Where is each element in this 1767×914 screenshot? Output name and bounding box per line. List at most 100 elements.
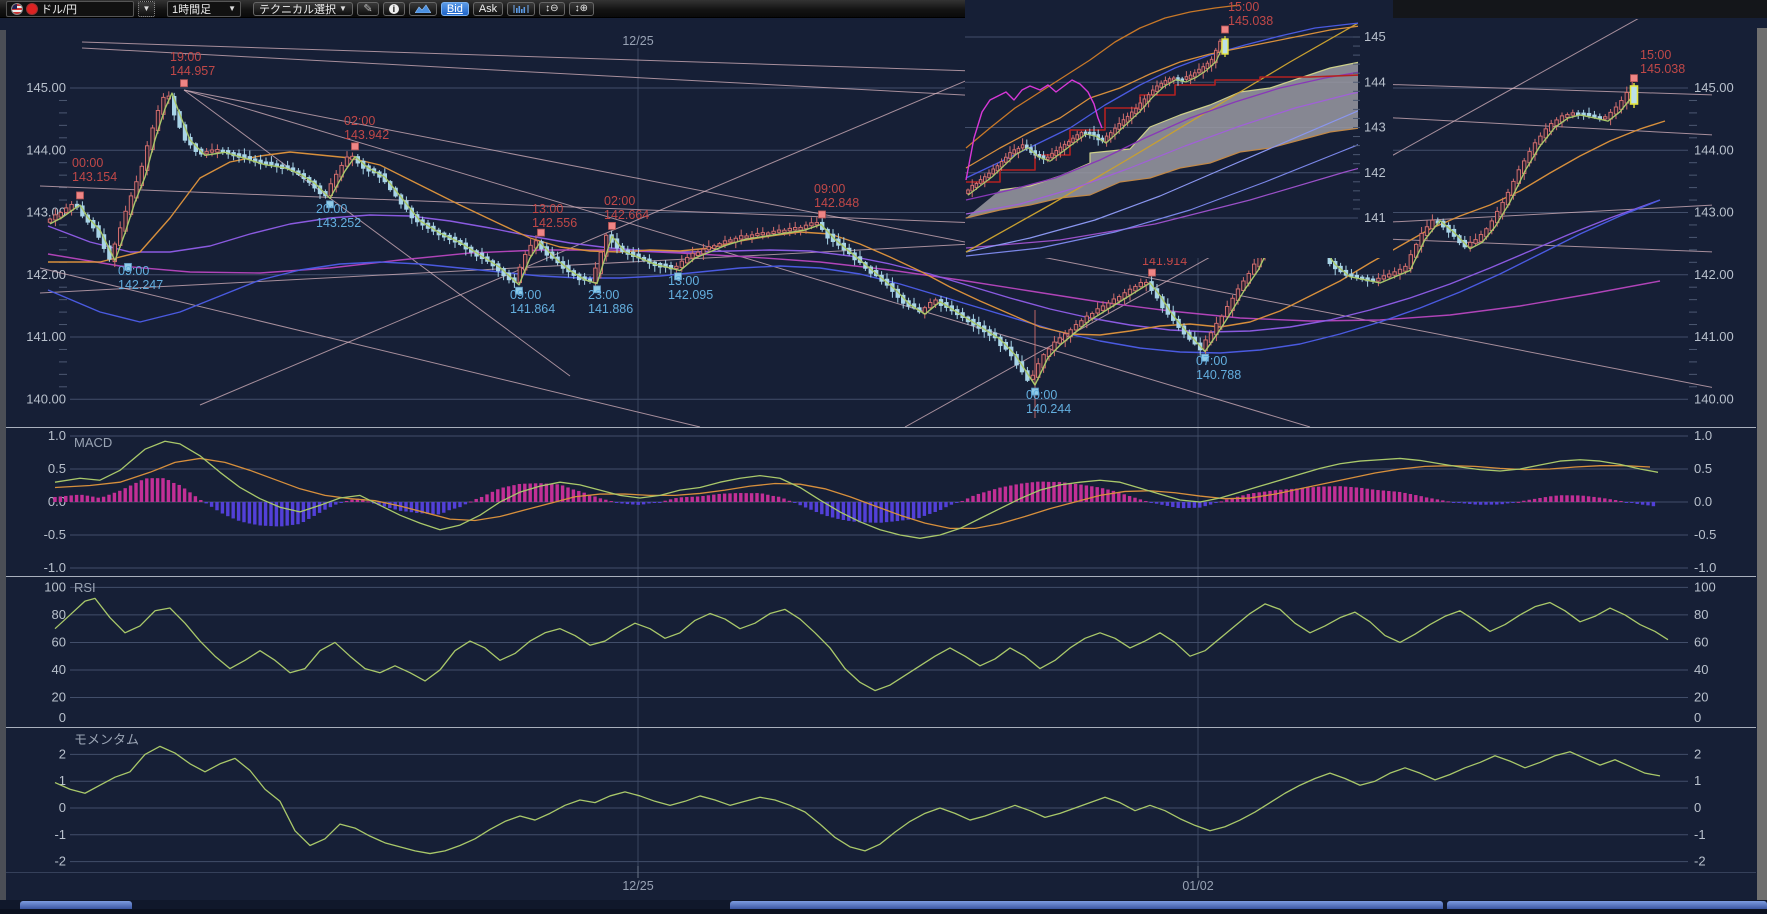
svg-text:-0.5: -0.5: [44, 527, 66, 542]
main-axis-ticks: [59, 99, 1697, 388]
svg-text:19:00: 19:00: [170, 50, 201, 64]
svg-text:-1.0: -1.0: [1694, 560, 1716, 575]
svg-text:141: 141: [1364, 210, 1386, 225]
svg-text:0.0: 0.0: [48, 494, 66, 509]
pencil-icon: ✎: [363, 3, 373, 15]
svg-text:-1: -1: [1694, 827, 1706, 842]
pair-label: ドル/円: [41, 3, 78, 16]
swing-marker: [515, 286, 523, 295]
svg-text:142.00: 142.00: [1694, 267, 1734, 282]
svg-text:143: 143: [1364, 120, 1386, 135]
draw-tool-button[interactable]: ✎: [356, 1, 379, 16]
svg-text:60: 60: [1694, 634, 1708, 649]
swing-marker: [674, 272, 682, 281]
timeframe-label: 1時間足: [172, 3, 212, 16]
svg-text:1.0: 1.0: [48, 428, 66, 443]
svg-text:2: 2: [59, 746, 66, 761]
macd-histogram: [53, 478, 1656, 527]
svg-text:09:00: 09:00: [118, 264, 149, 278]
svg-text:13:00: 13:00: [668, 274, 699, 288]
svg-text:141.864: 141.864: [510, 302, 555, 316]
swing-marker: [351, 142, 359, 151]
swing-marker: [537, 228, 545, 237]
current-candle-main: [1629, 83, 1639, 108]
swing-marker: [1031, 387, 1039, 396]
svg-text:100: 100: [1694, 579, 1716, 594]
svg-text:15:00: 15:00: [1228, 0, 1259, 14]
svg-text:142.848: 142.848: [814, 196, 859, 210]
right-scrollbar[interactable]: [1757, 28, 1767, 902]
svg-text:1: 1: [1694, 773, 1701, 788]
svg-text:2: 2: [1694, 746, 1701, 761]
timeframe-selector[interactable]: 1時間足 ▼: [167, 0, 241, 17]
zoom-out-icon: ↕⊖: [545, 3, 559, 14]
svg-text:80: 80: [1694, 607, 1708, 622]
svg-text:20: 20: [52, 689, 66, 704]
svg-text:0: 0: [59, 710, 66, 725]
taskbar: [0, 900, 1767, 909]
svg-text:40: 40: [52, 662, 66, 677]
toolbar: ドル/円 ▼ 1時間足 ▼ テクニカル選択 ▼ ✎ i Bid Ask ↕⊖ ↕…: [0, 0, 965, 18]
ask-label: Ask: [478, 2, 498, 15]
taskbar-window-button[interactable]: [1447, 901, 1767, 909]
chevron-down-icon: ▼: [142, 4, 151, 13]
top-date-label: 12/25: [622, 34, 653, 48]
svg-text:13:00: 13:00: [532, 202, 563, 216]
svg-text:144.00: 144.00: [1694, 142, 1734, 157]
svg-text:144.957: 144.957: [170, 64, 215, 78]
svg-text:40: 40: [1694, 662, 1708, 677]
taskbar-window-button[interactable]: [20, 901, 132, 909]
swing-marker: [124, 262, 132, 271]
bid-label: Bid: [446, 2, 463, 15]
zoom-out-button[interactable]: ↕⊖: [539, 1, 565, 16]
svg-text:1: 1: [59, 773, 66, 788]
date-axis: 12/25 01/02: [622, 866, 1214, 893]
svg-text:12/25: 12/25: [622, 34, 653, 48]
svg-text:143.942: 143.942: [344, 128, 389, 142]
svg-text:143.252: 143.252: [316, 216, 361, 230]
svg-text:09:00: 09:00: [510, 288, 541, 302]
svg-text:142.00: 142.00: [26, 267, 66, 282]
svg-text:MACD: MACD: [74, 435, 112, 450]
rsi-panel: 100 100 80 80 60 60 40 40 20 20 0 0 RSI: [44, 579, 1715, 725]
chevron-down-icon: ▼: [228, 4, 236, 13]
svg-text:140.244: 140.244: [1026, 402, 1071, 416]
taskbar-window-button[interactable]: [730, 901, 1443, 909]
zoom-in-button[interactable]: ↕⊕: [568, 1, 594, 16]
svg-text:142.095: 142.095: [668, 288, 713, 302]
svg-text:00:00: 00:00: [1026, 388, 1057, 402]
svg-text:07:00: 07:00: [1196, 354, 1227, 368]
svg-text:09:00: 09:00: [814, 182, 845, 196]
chart-style-button[interactable]: [408, 1, 437, 16]
svg-text:140.00: 140.00: [1694, 391, 1734, 406]
swing-marker: [76, 191, 84, 200]
momentum-panel: 2 2 1 1 0 0 -1 -1 -2 -2 モメンタム: [54, 732, 1705, 869]
svg-text:141.00: 141.00: [1694, 329, 1734, 344]
ask-button[interactable]: Ask: [472, 1, 504, 16]
main-chart-content: [40, 19, 1712, 427]
pair-selector[interactable]: ドル/円: [6, 0, 134, 17]
swing-marker: [326, 200, 334, 209]
svg-text:02:00: 02:00: [344, 114, 375, 128]
swing-marker: [1148, 268, 1156, 277]
volume-chart-button[interactable]: [507, 1, 536, 16]
svg-text:145.038: 145.038: [1640, 62, 1685, 76]
info-button[interactable]: i: [382, 1, 405, 16]
svg-text:-0.5: -0.5: [1694, 527, 1716, 542]
svg-text:140.00: 140.00: [26, 391, 66, 406]
svg-text:02:00: 02:00: [604, 194, 635, 208]
technical-select-button[interactable]: テクニカル選択 ▼: [253, 1, 353, 16]
svg-text:145: 145: [1364, 29, 1386, 44]
svg-text:142.664: 142.664: [604, 208, 649, 222]
svg-text:20:00: 20:00: [316, 202, 347, 216]
bid-button[interactable]: Bid: [440, 1, 469, 16]
mountain-chart-icon: [414, 4, 431, 13]
pair-dropdown-button[interactable]: ▼: [138, 0, 155, 17]
svg-text:RSI: RSI: [74, 580, 96, 595]
svg-text:-1: -1: [54, 827, 66, 842]
